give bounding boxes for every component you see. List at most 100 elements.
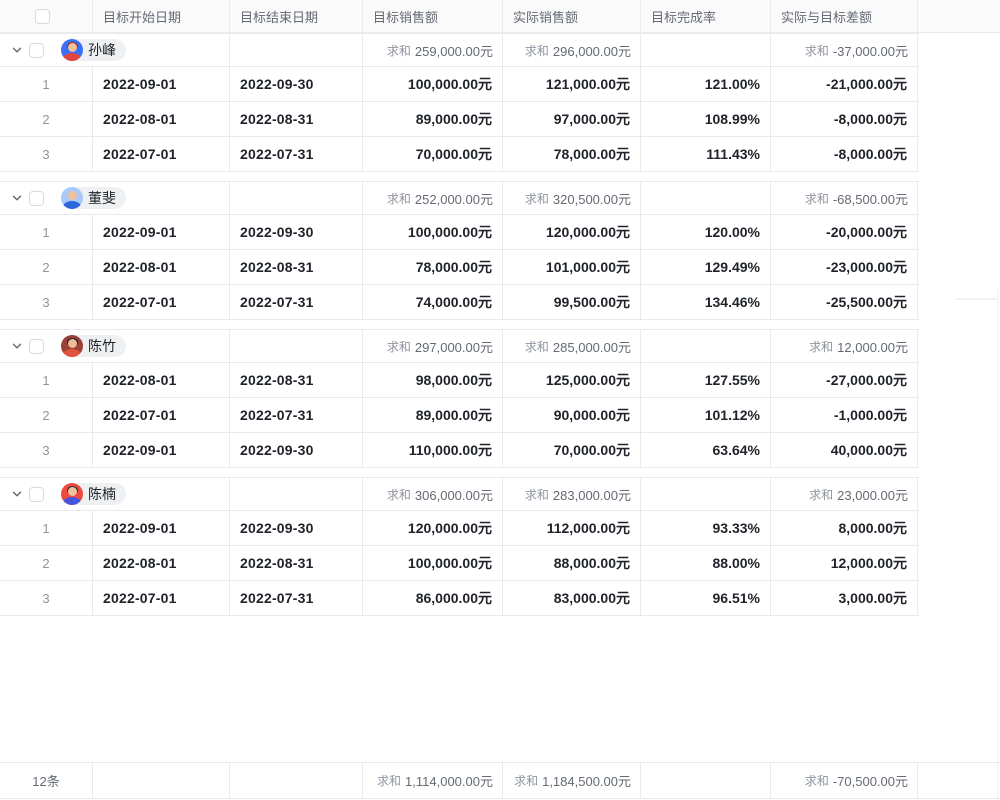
group-sum-cell-actual[interactable]: 求和 285,000.00元 — [503, 330, 641, 362]
cell-end-date[interactable]: 2022-08-31 — [230, 546, 363, 580]
person-tag[interactable]: 董斐 — [61, 187, 126, 209]
cell-end-date[interactable]: 2022-09-30 — [230, 511, 363, 545]
group-title-cell[interactable]: 董斐 — [0, 182, 230, 214]
cell-end-date[interactable]: 2022-08-31 — [230, 363, 363, 397]
group-title-cell[interactable]: 陈楠 — [0, 478, 230, 510]
cell-target-diff[interactable]: -20,000.00元 — [771, 215, 918, 249]
cell-target-sales[interactable]: 89,000.00元 — [363, 398, 503, 432]
cell-actual-sales[interactable]: 88,000.00元 — [503, 546, 641, 580]
cell-target-sales[interactable]: 78,000.00元 — [363, 250, 503, 284]
cell-target-sales[interactable]: 100,000.00元 — [363, 67, 503, 101]
group-sum-cell-target[interactable]: 求和 252,000.00元 — [363, 182, 503, 214]
row-number[interactable]: 3 — [0, 433, 93, 467]
group-header-row[interactable]: 陈竹 求和 297,000.00元 求和 285,000.00元 求和 12,000.… — [0, 330, 919, 363]
group-checkbox[interactable] — [29, 190, 44, 206]
cell-actual-sales[interactable]: 101,000.00元 — [503, 250, 641, 284]
group-sum-cell-actual[interactable]: 求和 296,000.00元 — [503, 34, 641, 66]
group-sum-cell-end-date[interactable] — [230, 34, 363, 66]
cell-start-date[interactable]: 2022-09-01 — [93, 511, 230, 545]
cell-start-date[interactable]: 2022-08-01 — [93, 250, 230, 284]
person-tag[interactable]: 陈楠 — [61, 483, 126, 505]
group-checkbox[interactable] — [29, 42, 44, 58]
cell-actual-sales[interactable]: 125,000.00元 — [503, 363, 641, 397]
group-sum-cell-target[interactable]: 求和 297,000.00元 — [363, 330, 503, 362]
group-sum-cell-diff[interactable]: 求和 23,000.00元 — [771, 478, 918, 510]
cell-actual-sales[interactable]: 83,000.00元 — [503, 581, 641, 615]
cell-target-diff[interactable]: -8,000.00元 — [771, 137, 918, 171]
cell-end-date[interactable]: 2022-08-31 — [230, 102, 363, 136]
select-all-checkbox[interactable] — [35, 8, 50, 24]
column-header-target-sales[interactable]: 目标销售额 — [363, 0, 503, 32]
cell-start-date[interactable]: 2022-09-01 — [93, 433, 230, 467]
cell-actual-sales[interactable]: 120,000.00元 — [503, 215, 641, 249]
row-number[interactable]: 3 — [0, 285, 93, 319]
cell-completion-rate[interactable]: 120.00% — [641, 215, 771, 249]
cell-completion-rate[interactable]: 88.00% — [641, 546, 771, 580]
cell-target-diff[interactable]: -23,000.00元 — [771, 250, 918, 284]
cell-target-sales[interactable]: 89,000.00元 — [363, 102, 503, 136]
scrollbar-thumb[interactable] — [955, 298, 997, 300]
chevron-down-icon[interactable] — [11, 192, 23, 204]
cell-target-diff[interactable]: 3,000.00元 — [771, 581, 918, 615]
row-number[interactable]: 1 — [0, 511, 93, 545]
group-sum-cell-rate[interactable] — [641, 182, 771, 214]
cell-actual-sales[interactable]: 99,500.00元 — [503, 285, 641, 319]
cell-end-date[interactable]: 2022-07-31 — [230, 398, 363, 432]
cell-actual-sales[interactable]: 90,000.00元 — [503, 398, 641, 432]
cell-end-date[interactable]: 2022-07-31 — [230, 137, 363, 171]
group-sum-cell-rate[interactable] — [641, 330, 771, 362]
cell-target-diff[interactable]: -25,500.00元 — [771, 285, 918, 319]
chevron-down-icon[interactable] — [11, 340, 23, 352]
group-header-row[interactable]: 孙峰 求和 259,000.00元 求和 296,000.00元 求和 -37,000… — [0, 34, 919, 67]
cell-end-date[interactable]: 2022-07-31 — [230, 581, 363, 615]
cell-completion-rate[interactable]: 127.55% — [641, 363, 771, 397]
group-sum-cell-end-date[interactable] — [230, 330, 363, 362]
group-sum-cell-diff[interactable]: 求和 12,000.00元 — [771, 330, 918, 362]
cell-target-sales[interactable]: 100,000.00元 — [363, 546, 503, 580]
cell-start-date[interactable]: 2022-07-01 — [93, 581, 230, 615]
cell-start-date[interactable]: 2022-09-01 — [93, 67, 230, 101]
row-number[interactable]: 1 — [0, 215, 93, 249]
cell-completion-rate[interactable]: 129.49% — [641, 250, 771, 284]
cell-actual-sales[interactable]: 78,000.00元 — [503, 137, 641, 171]
cell-target-sales[interactable]: 100,000.00元 — [363, 215, 503, 249]
cell-actual-sales[interactable]: 112,000.00元 — [503, 511, 641, 545]
cell-target-diff[interactable]: -8,000.00元 — [771, 102, 918, 136]
group-sum-cell-target[interactable]: 求和 306,000.00元 — [363, 478, 503, 510]
group-header-row[interactable]: 陈楠 求和 306,000.00元 求和 283,000.00元 求和 23,000.… — [0, 478, 919, 511]
group-sum-cell-rate[interactable] — [641, 478, 771, 510]
cell-end-date[interactable]: 2022-08-31 — [230, 250, 363, 284]
cell-completion-rate[interactable]: 101.12% — [641, 398, 771, 432]
cell-target-diff[interactable]: 40,000.00元 — [771, 433, 918, 467]
row-number[interactable]: 3 — [0, 581, 93, 615]
cell-actual-sales[interactable]: 97,000.00元 — [503, 102, 641, 136]
group-checkbox[interactable] — [29, 486, 44, 502]
scrollbar-track[interactable] — [997, 290, 998, 798]
group-sum-cell-actual[interactable]: 求和 320,500.00元 — [503, 182, 641, 214]
cell-target-diff[interactable]: -1,000.00元 — [771, 398, 918, 432]
cell-start-date[interactable]: 2022-08-01 — [93, 363, 230, 397]
row-number[interactable]: 2 — [0, 250, 93, 284]
cell-target-diff[interactable]: 12,000.00元 — [771, 546, 918, 580]
group-sum-cell-actual[interactable]: 求和 283,000.00元 — [503, 478, 641, 510]
cell-start-date[interactable]: 2022-09-01 — [93, 215, 230, 249]
cell-target-sales[interactable]: 110,000.00元 — [363, 433, 503, 467]
group-sum-cell-diff[interactable]: 求和 -68,500.00元 — [771, 182, 918, 214]
row-number[interactable]: 2 — [0, 546, 93, 580]
chevron-down-icon[interactable] — [11, 44, 23, 56]
cell-end-date[interactable]: 2022-07-31 — [230, 285, 363, 319]
person-tag[interactable]: 陈竹 — [61, 335, 126, 357]
cell-end-date[interactable]: 2022-09-30 — [230, 67, 363, 101]
cell-completion-rate[interactable]: 93.33% — [641, 511, 771, 545]
row-number[interactable]: 2 — [0, 398, 93, 432]
footer-sum-actual[interactable]: 求和 1,184,500.00元 — [503, 763, 641, 798]
cell-start-date[interactable]: 2022-08-01 — [93, 546, 230, 580]
cell-target-sales[interactable]: 74,000.00元 — [363, 285, 503, 319]
cell-target-sales[interactable]: 70,000.00元 — [363, 137, 503, 171]
cell-start-date[interactable]: 2022-07-01 — [93, 137, 230, 171]
column-header-target-diff[interactable]: 实际与目标差额 — [771, 0, 918, 32]
cell-end-date[interactable]: 2022-09-30 — [230, 433, 363, 467]
cell-completion-rate[interactable]: 96.51% — [641, 581, 771, 615]
group-checkbox[interactable] — [29, 338, 44, 354]
cell-target-sales[interactable]: 120,000.00元 — [363, 511, 503, 545]
